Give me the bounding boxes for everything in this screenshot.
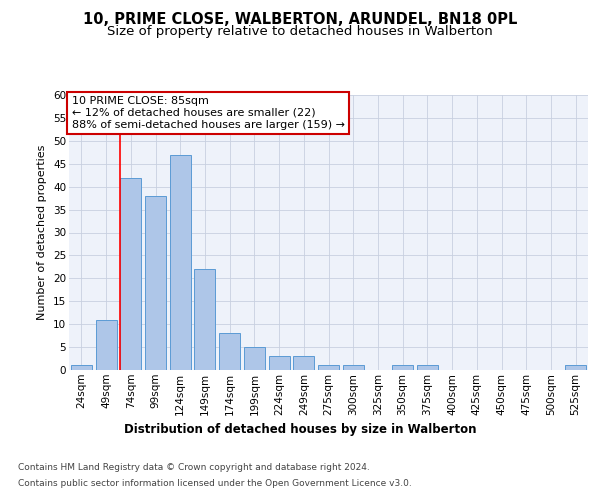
Bar: [293, 356, 314, 370]
Text: Size of property relative to detached houses in Walberton: Size of property relative to detached ho…: [107, 25, 493, 38]
Bar: [244, 347, 265, 370]
Bar: [417, 366, 438, 370]
Bar: [145, 196, 166, 370]
Bar: [95, 320, 116, 370]
Bar: [392, 366, 413, 370]
Bar: [194, 269, 215, 370]
Bar: [170, 154, 191, 370]
Text: Contains public sector information licensed under the Open Government Licence v3: Contains public sector information licen…: [18, 479, 412, 488]
Bar: [120, 178, 141, 370]
Text: 10, PRIME CLOSE, WALBERTON, ARUNDEL, BN18 0PL: 10, PRIME CLOSE, WALBERTON, ARUNDEL, BN1…: [83, 12, 517, 28]
Bar: [343, 366, 364, 370]
Text: 10 PRIME CLOSE: 85sqm
← 12% of detached houses are smaller (22)
88% of semi-deta: 10 PRIME CLOSE: 85sqm ← 12% of detached …: [71, 96, 344, 130]
Bar: [71, 366, 92, 370]
Bar: [318, 366, 339, 370]
Text: Distribution of detached houses by size in Walberton: Distribution of detached houses by size …: [124, 422, 476, 436]
Text: Contains HM Land Registry data © Crown copyright and database right 2024.: Contains HM Land Registry data © Crown c…: [18, 462, 370, 471]
Bar: [219, 334, 240, 370]
Bar: [565, 366, 586, 370]
Y-axis label: Number of detached properties: Number of detached properties: [37, 145, 47, 320]
Bar: [269, 356, 290, 370]
